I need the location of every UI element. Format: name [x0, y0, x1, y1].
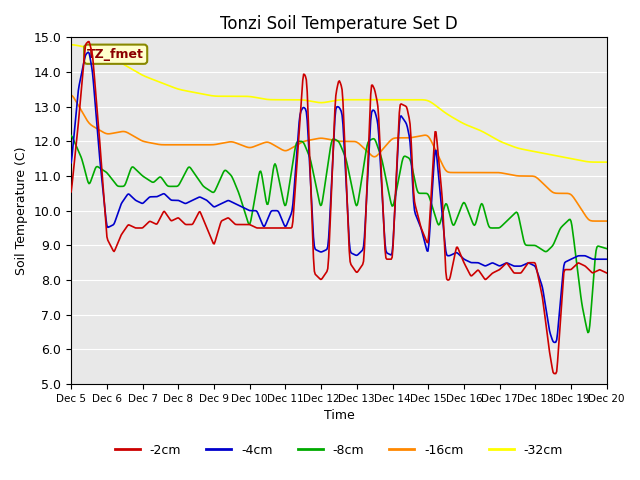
Text: TZ_fmet: TZ_fmet [87, 48, 144, 61]
X-axis label: Time: Time [324, 409, 355, 422]
Y-axis label: Soil Temperature (C): Soil Temperature (C) [15, 146, 28, 275]
Legend: -2cm, -4cm, -8cm, -16cm, -32cm: -2cm, -4cm, -8cm, -16cm, -32cm [110, 439, 568, 462]
Title: Tonzi Soil Temperature Set D: Tonzi Soil Temperature Set D [220, 15, 458, 33]
